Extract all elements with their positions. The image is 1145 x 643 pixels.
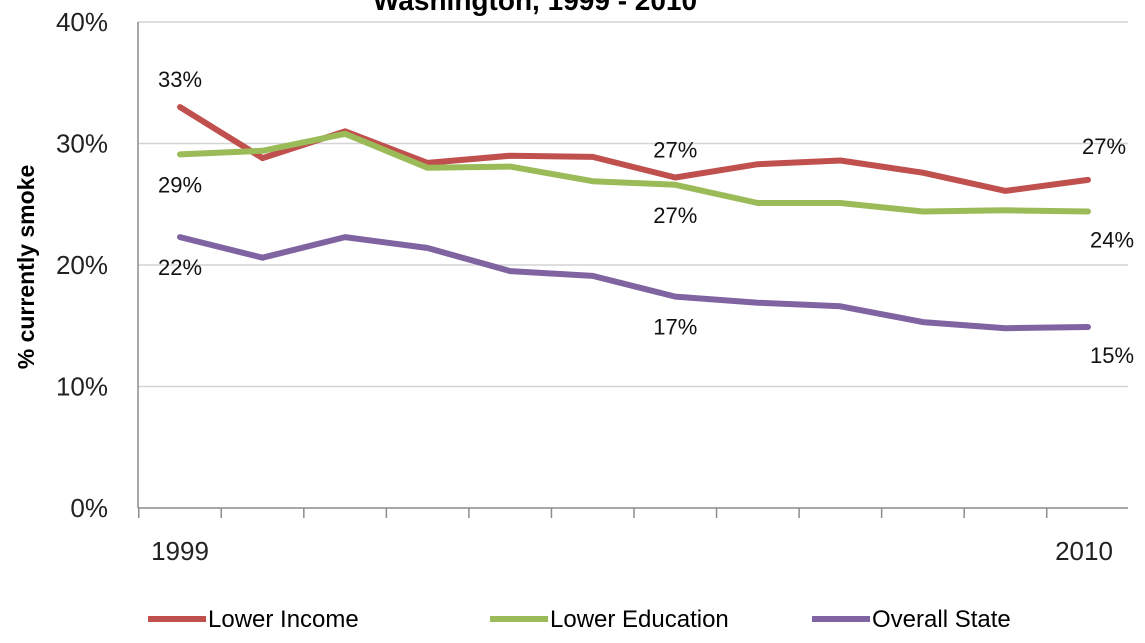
legend-label: Lower Income [208,606,359,633]
data-labels: 33% 27% 27% 29% 27% 24% 22% 17% 15% [158,67,1134,368]
y-tick-label: 40% [56,7,108,37]
y-axis-title: % currently smoke [13,165,39,370]
series-line-lower-education [177,130,1091,215]
series-line-overall-state [177,234,1091,332]
y-tick-label: 0% [70,493,108,523]
x-tick-label: 2010 [1055,536,1113,566]
data-label: 15% [1090,343,1134,368]
data-label: 27% [1082,134,1126,159]
data-label: 27% [653,138,697,163]
data-label: 24% [1090,228,1134,253]
legend-label: Lower Education [550,606,729,633]
data-label: 17% [653,315,697,340]
gridlines [138,21,1128,388]
legend-label: Overall State [872,606,1011,633]
data-label: 22% [158,255,202,280]
x-tick-label: 1999 [151,536,209,566]
y-tick-label: 10% [56,372,108,402]
chart-title: Washington, 1999 - 2010 [373,0,697,16]
axes: 0% 10% 20% 30% 40% 1999 2010 [56,7,1128,566]
series-line-lower-income [177,104,1091,194]
y-tick-label: 20% [56,250,108,280]
series-lines [177,104,1091,332]
legend: Lower Income Lower Education Overall State [148,606,1011,633]
data-label: 27% [653,203,697,228]
data-label: 29% [158,172,202,197]
y-tick-label: 30% [56,129,108,159]
data-label: 33% [158,67,202,92]
